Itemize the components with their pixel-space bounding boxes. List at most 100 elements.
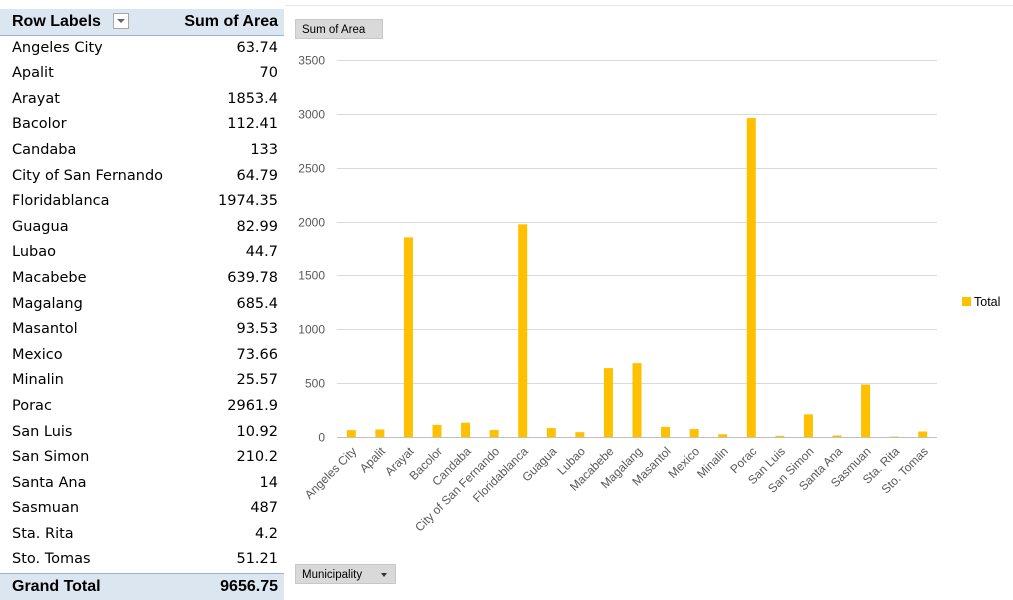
- bar[interactable]: [490, 430, 499, 437]
- row-label: Guagua: [0, 215, 176, 241]
- row-value: 1853.4: [176, 87, 284, 113]
- bar[interactable]: [575, 432, 584, 437]
- y-tick-label: 2000: [298, 216, 325, 230]
- grand-total-value: 9656.75: [176, 574, 284, 600]
- row-label: Candaba: [0, 138, 176, 164]
- row-label: Masantol: [0, 317, 176, 343]
- row-label: Sto. Tomas: [0, 547, 176, 573]
- row-label: Macabebe: [0, 266, 176, 292]
- bar[interactable]: [661, 427, 670, 437]
- x-tick-label: Angeles City: [302, 444, 360, 502]
- sum-of-area-header[interactable]: Sum of Area: [176, 9, 284, 35]
- bar[interactable]: [604, 368, 613, 437]
- bar[interactable]: [861, 385, 870, 437]
- axis-field-dropdown-icon[interactable]: [381, 573, 387, 577]
- row-value: 487: [176, 496, 284, 522]
- row-label: San Luis: [0, 420, 176, 446]
- y-tick-label: 3000: [298, 108, 325, 122]
- chart-legend[interactable]: Total: [962, 295, 1000, 309]
- row-label: Angeles City: [0, 35, 176, 61]
- bar[interactable]: [718, 434, 727, 437]
- row-label: San Simon: [0, 445, 176, 471]
- x-tick-label: Minalin: [694, 444, 731, 481]
- value-field-button[interactable]: Sum of Area: [295, 19, 383, 39]
- bar[interactable]: [461, 423, 470, 437]
- bar[interactable]: [375, 429, 384, 437]
- row-value: 685.4: [176, 292, 284, 318]
- bar[interactable]: [347, 430, 356, 437]
- bar[interactable]: [547, 428, 556, 437]
- row-value: 63.74: [176, 35, 284, 61]
- bar[interactable]: [404, 237, 413, 437]
- bar[interactable]: [433, 425, 442, 437]
- axis-field-button[interactable]: Municipality: [295, 564, 396, 584]
- row-value: 4.2: [176, 522, 284, 548]
- row-label: Floridablanca: [0, 189, 176, 215]
- y-tick-label: 1500: [298, 269, 325, 283]
- bar[interactable]: [633, 363, 642, 437]
- row-label: Mexico: [0, 343, 176, 369]
- bar[interactable]: [747, 118, 756, 437]
- bar[interactable]: [918, 431, 927, 437]
- row-label: Magalang: [0, 292, 176, 318]
- row-value: 112.41: [176, 112, 284, 138]
- row-value: 25.57: [176, 368, 284, 394]
- row-value: 133: [176, 138, 284, 164]
- row-label: Porac: [0, 394, 176, 420]
- pivot-header-row: Row Labels Sum of Area: [0, 9, 284, 35]
- row-label: Arayat: [0, 87, 176, 113]
- row-label: Sasmuan: [0, 496, 176, 522]
- row-value: 51.21: [176, 547, 284, 573]
- y-tick-label: 500: [305, 377, 325, 391]
- grand-total-label: Grand Total: [0, 574, 176, 600]
- legend-swatch: [962, 297, 971, 306]
- bar[interactable]: [804, 414, 813, 437]
- bar[interactable]: [775, 436, 784, 437]
- y-tick-label: 3500: [298, 54, 325, 68]
- row-labels-header[interactable]: Row Labels: [0, 9, 176, 35]
- y-tick-label: 2500: [298, 162, 325, 176]
- row-value: 73.66: [176, 343, 284, 369]
- row-label: Lubao: [0, 240, 176, 266]
- row-label: Apalit: [0, 61, 176, 87]
- grand-total-row[interactable]: Grand Total 9656.75: [0, 574, 284, 600]
- row-labels-filter-dropdown-icon[interactable]: [113, 13, 129, 29]
- row-value: 10.92: [176, 420, 284, 446]
- row-value: 1974.35: [176, 189, 284, 215]
- x-tick-label: Mexico: [665, 444, 702, 481]
- row-value: 70: [176, 61, 284, 87]
- row-value: 210.2: [176, 445, 284, 471]
- bar[interactable]: [518, 224, 527, 437]
- bar[interactable]: [833, 435, 842, 437]
- bar[interactable]: [690, 429, 699, 437]
- row-label: Santa Ana: [0, 471, 176, 497]
- row-value: 2961.9: [176, 394, 284, 420]
- row-value: 93.53: [176, 317, 284, 343]
- row-label: City of San Fernando: [0, 164, 176, 190]
- row-value: 639.78: [176, 266, 284, 292]
- row-labels-header-text: Row Labels: [12, 13, 101, 30]
